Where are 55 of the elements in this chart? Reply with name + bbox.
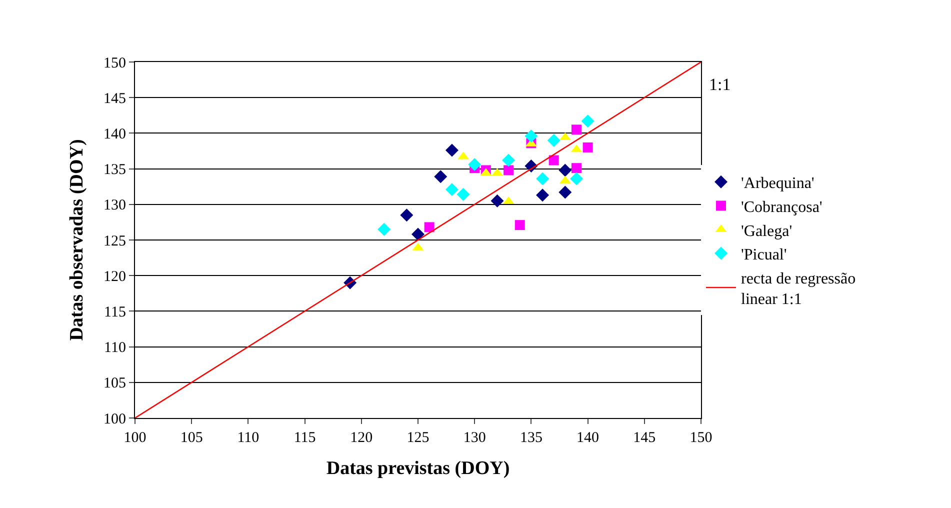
x-tick-label: 135 xyxy=(520,430,542,446)
point xyxy=(434,170,448,184)
point xyxy=(581,114,594,128)
legend-label: 'Cobrançosa' xyxy=(741,198,822,216)
y-tick-label: 105 xyxy=(104,376,126,392)
x-tick-label: 150 xyxy=(690,430,712,446)
x-tick-label: 140 xyxy=(576,430,600,446)
y-tick-label: 130 xyxy=(104,198,126,214)
point xyxy=(468,158,482,172)
legend-label: 'Picual' xyxy=(741,246,787,264)
point xyxy=(514,220,525,230)
x-tick-label: 120 xyxy=(350,430,373,446)
point xyxy=(548,155,559,166)
y-tick-label: 140 xyxy=(104,126,126,142)
point xyxy=(445,144,458,157)
point xyxy=(490,194,504,208)
x-tick-label: 115 xyxy=(294,430,316,446)
y-tick-label: 145 xyxy=(104,90,126,107)
point xyxy=(504,165,514,176)
point xyxy=(412,228,424,241)
point xyxy=(424,222,434,232)
point xyxy=(400,208,414,222)
point xyxy=(502,154,516,167)
point xyxy=(536,188,550,202)
legend-label: 'Galega' xyxy=(741,222,792,240)
point xyxy=(524,130,538,143)
y-tick-label: 125 xyxy=(104,233,126,250)
text: 1:1 xyxy=(709,75,731,94)
point xyxy=(536,172,550,186)
point xyxy=(445,182,458,196)
x-tick-label: 125 xyxy=(406,430,430,446)
point xyxy=(570,172,583,186)
point xyxy=(456,188,470,201)
legend-label: 'Arbequina' xyxy=(741,175,814,192)
x-axis-title: Datas previstas (DOY) xyxy=(326,458,510,479)
point xyxy=(582,142,593,152)
y-tick-label: 150 xyxy=(104,55,126,72)
y-tick-label: 120 xyxy=(104,268,126,285)
point xyxy=(558,186,572,199)
point xyxy=(547,134,560,147)
legend-label: recta de regressão linear 1:1 xyxy=(741,270,856,308)
x-tick-label: 145 xyxy=(633,430,656,446)
x-tick-label: 100 xyxy=(124,430,146,446)
y-tick-label: 135 xyxy=(104,162,126,178)
point xyxy=(558,164,572,177)
x-tick-label: 105 xyxy=(180,430,203,446)
point xyxy=(571,124,582,135)
x-tick-label: 130 xyxy=(463,430,486,446)
y-axis-title: Datas observadas (DOY) xyxy=(66,139,88,341)
point xyxy=(378,222,391,236)
y-tick-label: 100 xyxy=(104,411,126,428)
point xyxy=(571,163,582,174)
y-tick-label: 115 xyxy=(104,304,126,320)
y-tick-label: 110 xyxy=(104,340,126,356)
x-tick-label: 110 xyxy=(237,430,260,446)
